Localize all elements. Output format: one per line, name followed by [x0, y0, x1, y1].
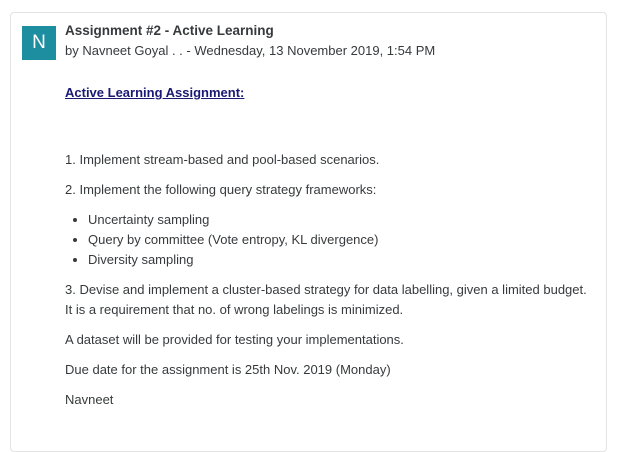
strategy-list: Uncertainty sampling Query by committee … — [65, 210, 595, 270]
list-item: Query by committee (Vote entropy, KL div… — [88, 230, 595, 250]
paragraph-step-3: 3. Devise and implement a cluster-based … — [65, 282, 587, 317]
paragraph-step-1: 1. Implement stream-based and pool-based… — [65, 152, 380, 167]
forum-post: N Assignment #2 - Active Learning by Nav… — [10, 12, 607, 452]
signature: Navneet — [65, 392, 114, 407]
post-byline: by Navneet Goyal . . - Wednesday, 13 Nov… — [65, 43, 436, 58]
paragraph-due-date: Due date for the assignment is 25th Nov.… — [65, 362, 391, 377]
list-item: Uncertainty sampling — [88, 210, 595, 230]
post-content: Active Learning Assignment: 1. Implement… — [65, 83, 595, 420]
author-avatar[interactable]: N — [22, 26, 56, 60]
list-item: Diversity sampling — [88, 250, 595, 270]
content-heading: Active Learning Assignment: — [65, 85, 245, 100]
paragraph-dataset-note: A dataset will be provided for testing y… — [65, 332, 404, 347]
post-subject: Assignment #2 - Active Learning — [65, 23, 274, 38]
paragraph-step-2: 2. Implement the following query strateg… — [65, 182, 377, 197]
